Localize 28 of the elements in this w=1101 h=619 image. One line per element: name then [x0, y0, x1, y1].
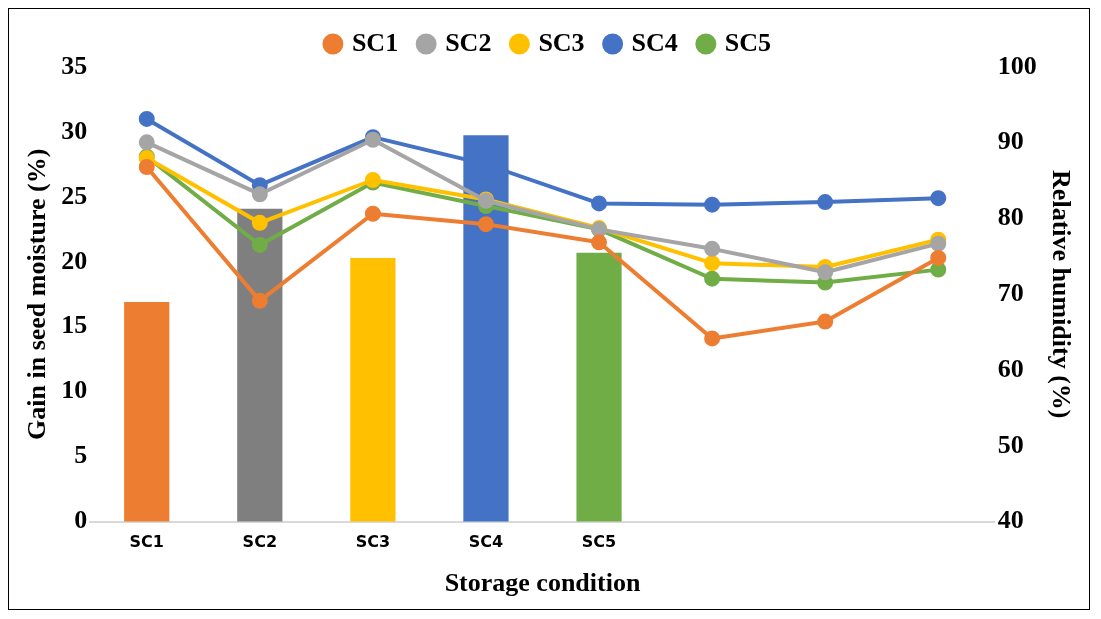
y2-tick-label: 80 [997, 202, 1024, 232]
y2-tick-label: 70 [997, 278, 1024, 308]
y2-tick-label: 90 [997, 126, 1024, 156]
x-tick-label: SC2 [242, 532, 278, 552]
legend-label: SC1 [351, 27, 399, 57]
y-tick-label: 20 [61, 245, 88, 275]
y2-axis-title: Relative humidity (%) [1046, 170, 1076, 419]
y-tick-label: 25 [61, 180, 88, 210]
legend-label: SC4 [631, 27, 678, 57]
y2-tick-label: 100 [997, 50, 1037, 80]
y2-tick-label: 60 [997, 353, 1024, 383]
y2-tick-label: 50 [997, 429, 1024, 459]
y-tick-label: 5 [74, 440, 88, 470]
x-tick-label: SC1 [129, 532, 164, 552]
y-tick-label: 35 [61, 50, 88, 80]
y-axis-title: Gain in seed moisture (%) [22, 148, 52, 440]
legend-label: SC3 [538, 27, 585, 57]
legend-label: SC2 [445, 27, 492, 57]
x-tick-label: SC3 [355, 532, 391, 552]
y2-tick-label: 40 [997, 505, 1024, 535]
y-tick-label: 15 [61, 310, 88, 340]
y-tick-label: 30 [61, 115, 88, 145]
x-tick-label: SC4 [468, 532, 504, 552]
legend-label: SC5 [724, 27, 772, 57]
y-tick-label: 0 [74, 505, 88, 535]
x-tick-label: SC5 [581, 532, 617, 552]
y-tick-label: 10 [61, 375, 88, 405]
x-axis-title: Storage condition [444, 568, 641, 598]
